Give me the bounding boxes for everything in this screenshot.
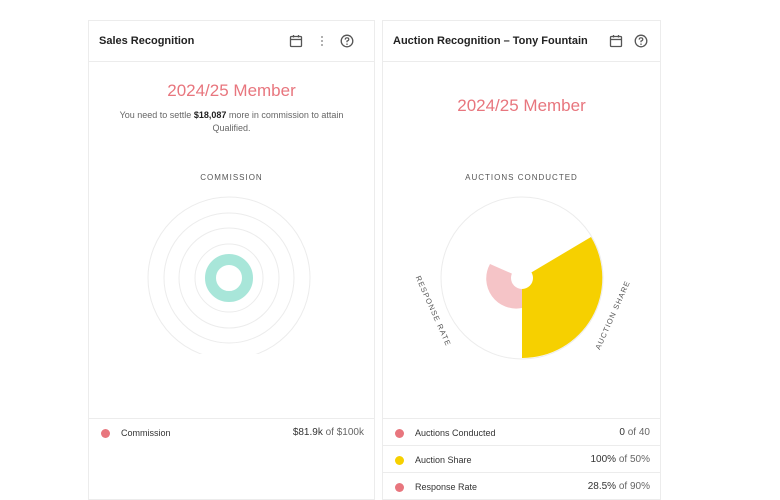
- legend-row-response-rate: Response Rate 28.5% of 90%: [383, 472, 660, 499]
- legend-value: 100% of 50%: [591, 454, 651, 465]
- card-title: Sales Recognition: [99, 35, 195, 47]
- legend-value: 0 of 40: [619, 427, 650, 438]
- auction-radial-chart: RESPONSE RATE AUCTION SHARE: [414, 196, 632, 360]
- chart-label: AUCTIONS CONDUCTED: [465, 173, 578, 182]
- legend-dot: [101, 429, 110, 438]
- help-circle-icon[interactable]: [634, 34, 648, 48]
- calendar-icon[interactable]: [289, 34, 303, 48]
- response-rate-axis-label: RESPONSE RATE: [414, 274, 453, 347]
- legend-label: Response Rate: [415, 482, 478, 492]
- commission-radial-chart: [147, 196, 311, 354]
- legend-label: Auctions Conducted: [415, 428, 496, 438]
- ring-2: [178, 227, 280, 329]
- member-status: 2024/25 Member: [167, 81, 296, 100]
- ring-outer: [147, 196, 311, 354]
- commission-message: You need to settle $18,087 more in commi…: [109, 109, 354, 135]
- legend-value-target: of 50%: [616, 454, 650, 465]
- legend-label: Commission: [121, 428, 171, 438]
- legend-value: $81.9k of $100k: [293, 427, 364, 438]
- legend-row-auction-share: Auction Share 100% of 50%: [383, 445, 660, 473]
- legend-value-current: $81.9k: [292, 427, 323, 438]
- legend-value-target: of 90%: [616, 481, 650, 492]
- legend-label: Auction Share: [415, 455, 472, 465]
- ring-3: [163, 212, 295, 344]
- legend-dot: [395, 483, 404, 492]
- auction-recognition-card: Auction Recognition – Tony Fountain 2024…: [382, 20, 661, 500]
- legend-value-current: 0: [619, 427, 625, 438]
- card-title: Auction Recognition – Tony Fountain: [393, 35, 588, 47]
- legend-value: 28.5% of 90%: [588, 481, 650, 492]
- legend-dot: [395, 429, 404, 438]
- message-prefix: You need to settle: [119, 110, 194, 120]
- legend-value-current: 28.5%: [587, 481, 617, 492]
- legend-row-auctions-conducted: Auctions Conducted 0 of 40: [383, 418, 660, 446]
- member-status: 2024/25 Member: [457, 96, 586, 115]
- svg-text:RESPONSE RATE: RESPONSE RATE: [414, 274, 453, 347]
- card-header: Sales Recognition: [89, 21, 374, 62]
- legend-dot: [395, 456, 404, 465]
- more-vertical-icon[interactable]: [315, 34, 329, 48]
- legend-value-current: 100%: [590, 454, 617, 465]
- commission-ring: [205, 254, 253, 302]
- auction-share-segment: [522, 237, 603, 359]
- legend-value-target: of $100k: [322, 427, 364, 438]
- chart-outline: [440, 196, 604, 360]
- chart-label: COMMISSION: [200, 173, 263, 182]
- calendar-icon[interactable]: [609, 34, 623, 48]
- message-suffix: more in commission to attain Qualified.: [212, 110, 344, 133]
- message-amount: $18,087: [193, 110, 227, 120]
- card-header: Auction Recognition – Tony Fountain: [383, 21, 660, 62]
- ring-1: [194, 243, 264, 313]
- legend-value-target: of 40: [624, 427, 650, 438]
- chart-center-hole: [511, 267, 533, 289]
- legend-row-commission: Commission $81.9k of $100k: [89, 418, 374, 446]
- sales-recognition-card: Sales Recognition 2024/25 Member You nee…: [88, 20, 375, 500]
- help-circle-icon[interactable]: [340, 34, 354, 48]
